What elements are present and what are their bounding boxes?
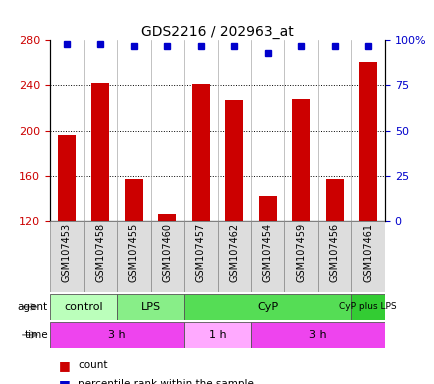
Text: GSM107454: GSM107454 xyxy=(262,223,272,282)
Bar xyxy=(191,84,210,221)
Bar xyxy=(124,179,143,221)
Text: GSM107459: GSM107459 xyxy=(296,223,306,282)
Text: ■: ■ xyxy=(59,378,70,384)
Bar xyxy=(291,99,310,221)
Text: GSM107455: GSM107455 xyxy=(128,223,138,282)
Bar xyxy=(57,135,76,221)
Text: CyP: CyP xyxy=(256,302,278,312)
Bar xyxy=(184,322,250,348)
Text: GSM107462: GSM107462 xyxy=(229,223,239,282)
Text: 3 h: 3 h xyxy=(309,330,326,340)
Text: control: control xyxy=(64,302,102,312)
Bar xyxy=(224,100,243,221)
Text: ■: ■ xyxy=(59,359,70,372)
Bar xyxy=(50,294,117,320)
Text: GSM107457: GSM107457 xyxy=(195,223,205,282)
Bar xyxy=(351,221,384,292)
Bar xyxy=(284,221,317,292)
Text: GSM107458: GSM107458 xyxy=(95,223,105,282)
Bar xyxy=(358,62,377,221)
Text: count: count xyxy=(78,360,108,370)
Bar xyxy=(184,294,351,320)
Bar xyxy=(50,221,83,292)
Text: CyP plus LPS: CyP plus LPS xyxy=(339,302,396,311)
Bar xyxy=(250,322,384,348)
Bar xyxy=(325,179,343,221)
Bar xyxy=(250,221,284,292)
Text: 1 h: 1 h xyxy=(208,330,226,340)
Text: GSM107453: GSM107453 xyxy=(62,223,72,282)
Text: percentile rank within the sample: percentile rank within the sample xyxy=(78,379,253,384)
Text: 3 h: 3 h xyxy=(108,330,125,340)
Bar xyxy=(158,214,176,221)
Bar xyxy=(50,322,184,348)
Bar xyxy=(150,221,184,292)
Bar xyxy=(117,294,184,320)
Bar xyxy=(91,83,109,221)
Text: GSM107456: GSM107456 xyxy=(329,223,339,282)
Text: LPS: LPS xyxy=(140,302,160,312)
Bar xyxy=(317,221,351,292)
Title: GDS2216 / 202963_at: GDS2216 / 202963_at xyxy=(141,25,293,39)
Bar xyxy=(184,221,217,292)
Bar xyxy=(351,294,384,320)
Bar xyxy=(117,221,150,292)
Text: agent: agent xyxy=(18,302,48,312)
Bar xyxy=(258,196,276,221)
Text: GSM107461: GSM107461 xyxy=(362,223,372,282)
Bar xyxy=(83,221,117,292)
Bar xyxy=(217,221,250,292)
Text: time: time xyxy=(24,330,48,340)
Text: GSM107460: GSM107460 xyxy=(162,223,172,282)
